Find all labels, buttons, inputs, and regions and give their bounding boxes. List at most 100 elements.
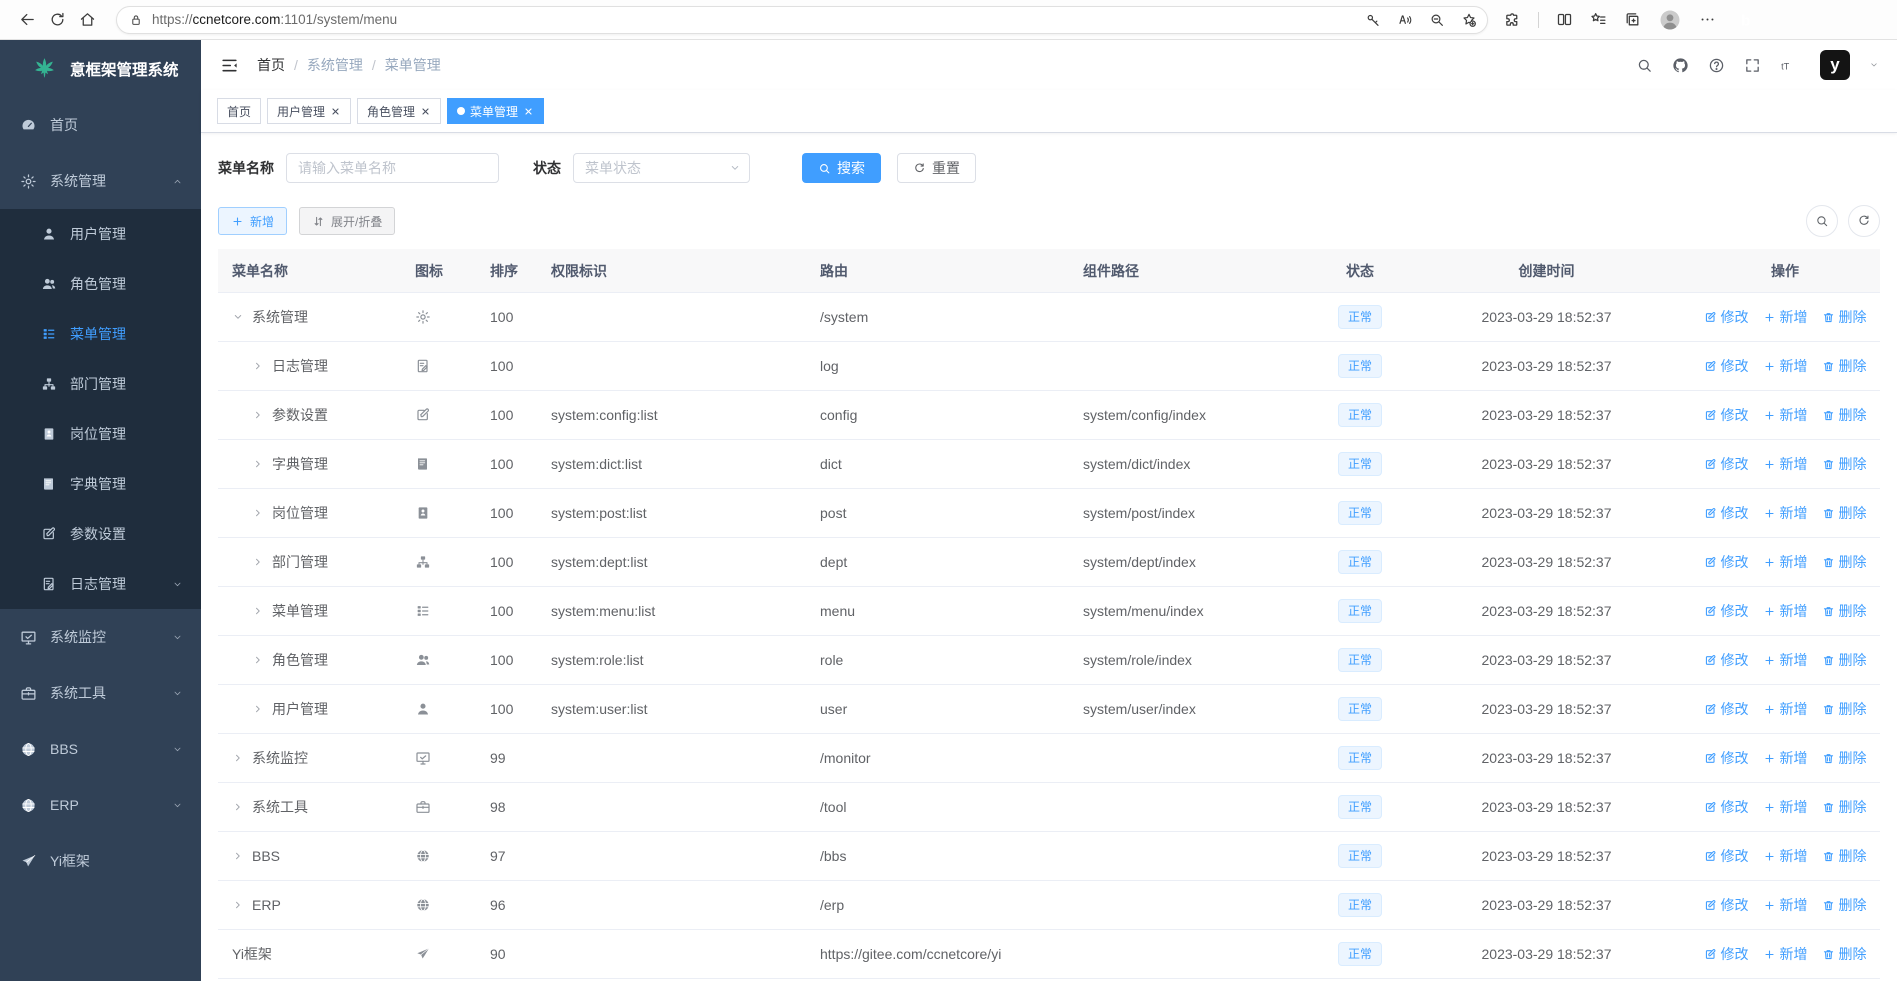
row-action-delete[interactable]: 删除 xyxy=(1822,601,1867,621)
sidebar-item-system-tools[interactable]: 系统工具 xyxy=(0,665,201,721)
row-action-edit[interactable]: 修改 xyxy=(1704,405,1749,425)
row-action-add[interactable]: 新增 xyxy=(1763,699,1808,719)
row-action-edit[interactable]: 修改 xyxy=(1704,454,1749,474)
user-menu-caret-icon[interactable] xyxy=(1869,60,1879,70)
row-action-add[interactable]: 新增 xyxy=(1763,503,1808,523)
favorites-icon[interactable] xyxy=(1590,11,1607,28)
split-screen-icon[interactable] xyxy=(1556,11,1573,28)
sidebar-item-config-settings[interactable]: 参数设置 xyxy=(0,509,201,559)
sidebar-item-post-management[interactable]: 岗位管理 xyxy=(0,409,201,459)
expand-row-icon[interactable] xyxy=(252,703,264,715)
row-action-edit[interactable]: 修改 xyxy=(1704,846,1749,866)
font-size-icon[interactable] xyxy=(1780,57,1797,74)
menu-name-input[interactable] xyxy=(286,153,499,183)
row-action-edit[interactable]: 修改 xyxy=(1704,944,1749,964)
row-action-delete[interactable]: 删除 xyxy=(1822,650,1867,670)
expand-row-icon[interactable] xyxy=(232,899,244,911)
row-action-add[interactable]: 新增 xyxy=(1763,307,1808,327)
row-action-add[interactable]: 新增 xyxy=(1763,650,1808,670)
row-action-delete[interactable]: 删除 xyxy=(1822,552,1867,572)
browser-menu-dots-icon[interactable] xyxy=(1699,11,1716,28)
row-action-add[interactable]: 新增 xyxy=(1763,454,1808,474)
row-action-edit[interactable]: 修改 xyxy=(1704,650,1749,670)
expand-row-icon[interactable] xyxy=(252,458,264,470)
row-action-delete[interactable]: 删除 xyxy=(1822,356,1867,376)
browser-profile-avatar[interactable] xyxy=(1658,8,1682,32)
header-search-icon[interactable] xyxy=(1636,57,1653,74)
row-action-delete[interactable]: 删除 xyxy=(1822,748,1867,768)
row-action-delete[interactable]: 删除 xyxy=(1822,405,1867,425)
row-action-add[interactable]: 新增 xyxy=(1763,405,1808,425)
expand-row-icon[interactable] xyxy=(252,654,264,666)
status-select[interactable]: 菜单状态 xyxy=(573,153,750,183)
add-favorite-icon[interactable] xyxy=(1461,12,1477,28)
row-action-delete[interactable]: 删除 xyxy=(1822,454,1867,474)
row-action-add[interactable]: 新增 xyxy=(1763,797,1808,817)
reset-button[interactable]: 重置 xyxy=(897,153,976,183)
collections-icon[interactable] xyxy=(1624,11,1641,28)
sidebar-item-bbs[interactable]: BBS xyxy=(0,721,201,777)
row-action-edit[interactable]: 修改 xyxy=(1704,307,1749,327)
sidebar-item-user-management[interactable]: 用户管理 xyxy=(0,209,201,259)
row-action-add[interactable]: 新增 xyxy=(1763,944,1808,964)
row-action-delete[interactable]: 删除 xyxy=(1822,944,1867,964)
row-action-delete[interactable]: 删除 xyxy=(1822,797,1867,817)
sidebar-item-erp[interactable]: ERP xyxy=(0,777,201,833)
sidebar-collapse-button[interactable] xyxy=(215,51,243,79)
row-action-delete[interactable]: 删除 xyxy=(1822,503,1867,523)
tab-role-management[interactable]: 角色管理 xyxy=(357,98,442,124)
close-tab-icon[interactable] xyxy=(523,106,534,117)
tab-home[interactable]: 首页 xyxy=(217,98,262,124)
sidebar-item-home[interactable]: 首页 xyxy=(0,97,201,153)
sidebar-item-dept-management[interactable]: 部门管理 xyxy=(0,359,201,409)
add-button[interactable]: 新增 xyxy=(218,207,288,235)
sidebar-item-dict-management[interactable]: 字典管理 xyxy=(0,459,201,509)
row-action-edit[interactable]: 修改 xyxy=(1704,503,1749,523)
row-action-edit[interactable]: 修改 xyxy=(1704,895,1749,915)
close-tab-icon[interactable] xyxy=(330,106,341,117)
sidebar-item-menu-management[interactable]: 菜单管理 xyxy=(0,309,201,359)
browser-home-button[interactable] xyxy=(72,5,102,35)
row-action-edit[interactable]: 修改 xyxy=(1704,356,1749,376)
row-action-delete[interactable]: 删除 xyxy=(1822,846,1867,866)
show-search-toggle-button[interactable] xyxy=(1806,205,1838,237)
tab-user-management[interactable]: 用户管理 xyxy=(267,98,352,124)
browser-back-button[interactable] xyxy=(12,5,42,35)
github-icon[interactable] xyxy=(1672,57,1689,74)
browser-refresh-button[interactable] xyxy=(42,5,72,35)
row-action-add[interactable]: 新增 xyxy=(1763,552,1808,572)
row-action-delete[interactable]: 删除 xyxy=(1822,699,1867,719)
sidebar-item-system-management[interactable]: 系统管理 xyxy=(0,153,201,209)
expand-row-icon[interactable] xyxy=(232,850,244,862)
tab-menu-management[interactable]: 菜单管理 xyxy=(447,98,545,124)
expand-row-icon[interactable] xyxy=(252,507,264,519)
collapse-row-icon[interactable] xyxy=(232,311,244,323)
row-action-add[interactable]: 新增 xyxy=(1763,748,1808,768)
row-action-edit[interactable]: 修改 xyxy=(1704,699,1749,719)
expand-row-icon[interactable] xyxy=(232,801,244,813)
sidebar-item-log-management[interactable]: 日志管理 xyxy=(0,559,201,609)
expand-row-icon[interactable] xyxy=(232,752,244,764)
expand-row-icon[interactable] xyxy=(252,409,264,421)
row-action-add[interactable]: 新增 xyxy=(1763,601,1808,621)
read-aloud-icon[interactable] xyxy=(1397,12,1413,28)
row-action-add[interactable]: 新增 xyxy=(1763,895,1808,915)
password-key-icon[interactable] xyxy=(1365,12,1381,28)
refresh-table-button[interactable] xyxy=(1848,205,1880,237)
sidebar-item-yi-framework[interactable]: Yi框架 xyxy=(0,833,201,889)
zoom-out-icon[interactable] xyxy=(1429,12,1445,28)
breadcrumb-home[interactable]: 首页 xyxy=(257,57,285,73)
row-action-delete[interactable]: 删除 xyxy=(1822,895,1867,915)
row-action-add[interactable]: 新增 xyxy=(1763,356,1808,376)
row-action-edit[interactable]: 修改 xyxy=(1704,601,1749,621)
help-icon[interactable] xyxy=(1708,57,1725,74)
close-tab-icon[interactable] xyxy=(420,106,431,117)
user-avatar[interactable]: y xyxy=(1820,50,1850,80)
expand-collapse-button[interactable]: 展开/折叠 xyxy=(299,207,396,235)
row-action-edit[interactable]: 修改 xyxy=(1704,552,1749,572)
row-action-edit[interactable]: 修改 xyxy=(1704,748,1749,768)
expand-row-icon[interactable] xyxy=(252,605,264,617)
row-action-add[interactable]: 新增 xyxy=(1763,846,1808,866)
sidebar-item-system-monitor[interactable]: 系统监控 xyxy=(0,609,201,665)
fullscreen-icon[interactable] xyxy=(1744,57,1761,74)
